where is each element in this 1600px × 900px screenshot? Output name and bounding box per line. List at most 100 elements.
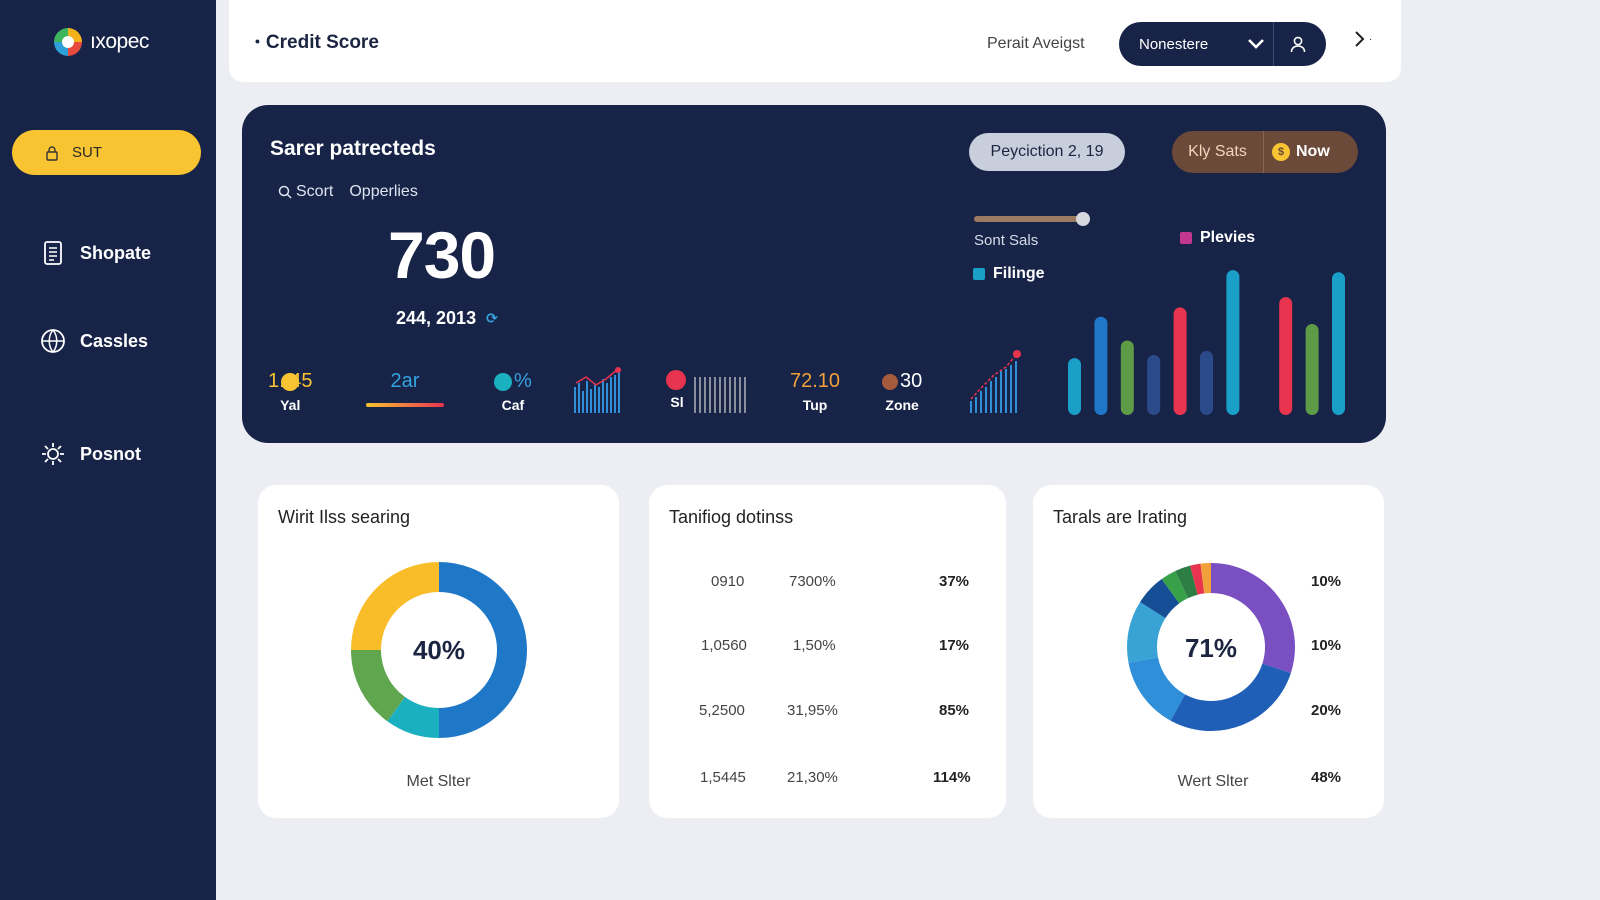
sidebar-item-posnot[interactable]: Posnot bbox=[40, 441, 141, 467]
donut-center-value: 40% bbox=[412, 635, 466, 665]
sidebar-item-cassles[interactable]: Cassles bbox=[40, 328, 148, 354]
donut-center-value: 71% bbox=[1184, 633, 1238, 663]
chevron-right-icon bbox=[1355, 31, 1365, 47]
red-indicator-icon bbox=[666, 370, 686, 390]
credit-score-value: 730 bbox=[388, 218, 496, 292]
kpi-label: Caf bbox=[501, 397, 525, 413]
coin-icon: $ bbox=[1272, 143, 1290, 161]
kpi-value: 72.10 bbox=[790, 370, 841, 392]
kpi-label: Sl bbox=[670, 394, 684, 410]
chevron-down-icon[interactable] bbox=[1239, 38, 1273, 50]
chart-bar bbox=[1279, 297, 1293, 415]
legend-swatch bbox=[973, 268, 985, 280]
now-button[interactable]: $ Now bbox=[1264, 143, 1330, 161]
primary-sidebar-button-label: SUT bbox=[72, 144, 102, 161]
table-cell: 1,50% bbox=[793, 637, 836, 654]
legend-swatch bbox=[1180, 232, 1192, 244]
percent-label: 10% bbox=[1311, 637, 1342, 654]
page-title: Credit Score bbox=[255, 32, 379, 54]
percent-label: 20% bbox=[1311, 702, 1342, 719]
card-title: Tanifiog dotinss bbox=[669, 507, 794, 527]
table-cell: 31,95% bbox=[787, 702, 838, 719]
now-label: Now bbox=[1296, 143, 1330, 160]
legend-label: Filinge bbox=[993, 265, 1045, 282]
kpi-caf[interactable]: % Caf bbox=[494, 370, 532, 413]
table-row[interactable]: 1,0560 1,50% 17% bbox=[649, 637, 1006, 657]
donut-slice bbox=[1161, 570, 1189, 604]
score-date: 244, 2013 ⟳ bbox=[396, 308, 498, 329]
top-bar: Credit Score Perait Aveigst Nonestere · bbox=[229, 0, 1401, 82]
hero-tabs: Scort Opperlies bbox=[278, 183, 418, 201]
table-row[interactable]: 1,5445 21,30% 114% bbox=[649, 769, 1006, 789]
app-logo[interactable]: ıxopec bbox=[54, 28, 149, 56]
more-button[interactable]: · bbox=[1353, 30, 1372, 48]
select-divider bbox=[1273, 22, 1274, 66]
hero-title: Sarer patrecteds bbox=[270, 137, 436, 160]
table-cell: 0910 bbox=[711, 573, 745, 590]
donut-slice bbox=[1175, 565, 1198, 599]
donut-slice bbox=[1170, 663, 1291, 731]
donut-slice bbox=[1210, 563, 1295, 673]
table-row[interactable]: 5,2500 31,95% 85% bbox=[649, 702, 1006, 722]
card-title: Tarals are Irating bbox=[1053, 507, 1188, 527]
card-title: Wirit Ilss searing bbox=[278, 507, 411, 527]
chart-bar bbox=[1068, 358, 1081, 415]
card-rating-donut: Tarals are Irating 71% Wert Slter 10% 10… bbox=[1033, 485, 1384, 818]
table-cell-percent: 85% bbox=[939, 702, 970, 719]
kpi-sl[interactable]: Sl bbox=[666, 370, 688, 410]
table-cell: 7300% bbox=[789, 573, 836, 590]
kpi-tup[interactable]: 72.10 Tup bbox=[790, 370, 840, 413]
chart-bar bbox=[1226, 270, 1240, 415]
table-cell-percent: 37% bbox=[939, 573, 970, 590]
kpi-value: % bbox=[514, 370, 532, 392]
account-select[interactable]: Nonestere bbox=[1119, 22, 1326, 66]
primary-sidebar-button[interactable]: SUT bbox=[12, 130, 201, 175]
tab-search[interactable]: Scort bbox=[278, 183, 333, 201]
donut-slice bbox=[351, 562, 440, 651]
percent-label: 48% bbox=[1311, 769, 1342, 786]
dot-icon: · bbox=[1369, 33, 1373, 45]
donut-chart bbox=[1127, 563, 1295, 731]
donut-slice bbox=[438, 562, 527, 738]
chart-bar bbox=[1252, 363, 1266, 415]
score-date-text: 244, 2013 bbox=[396, 308, 477, 328]
key-stats-toggle[interactable]: Kly Sats $ Now bbox=[1172, 131, 1358, 173]
sort-slider[interactable] bbox=[974, 216, 1086, 222]
teal-indicator-icon bbox=[494, 372, 512, 391]
table-cell: 1,0560 bbox=[701, 637, 747, 654]
donut-slice bbox=[387, 696, 440, 738]
donut-caption: Wert Slter bbox=[1177, 773, 1249, 790]
sidebar-item-label: Cassles bbox=[80, 330, 149, 351]
document-icon bbox=[44, 241, 62, 265]
kpi-label: Tup bbox=[802, 397, 828, 413]
kpi-zone[interactable]: 30 Zone bbox=[882, 370, 922, 413]
kpi-value: 30 bbox=[900, 370, 923, 392]
sparkline-blue bbox=[574, 367, 621, 413]
table-cell: 5,2500 bbox=[699, 702, 745, 719]
chart-bar bbox=[1332, 272, 1345, 415]
hero-bar-chart bbox=[1068, 270, 1345, 415]
donut-slice bbox=[1128, 656, 1186, 721]
donut-slice bbox=[351, 649, 406, 722]
sidebar-item-label: Shopate bbox=[80, 242, 152, 263]
card-score-donut: Wirit Ilss searing 40% Met Slter bbox=[258, 485, 619, 818]
slider-handle[interactable] bbox=[1075, 212, 1090, 226]
sidebar-item-shopate[interactable]: Shopate bbox=[40, 240, 151, 266]
user-icon[interactable] bbox=[1274, 35, 1322, 53]
key-stats-label[interactable]: Kly Sats bbox=[1172, 131, 1264, 173]
kpi-2ar[interactable]: 2ar bbox=[366, 370, 444, 407]
donut-caption: Met Slter bbox=[406, 773, 471, 790]
table-row[interactable]: 0910 7300% 37% bbox=[649, 573, 1006, 593]
refresh-icon[interactable]: ⟳ bbox=[486, 310, 498, 326]
chart-bar bbox=[1305, 323, 1319, 415]
legend-plevies: Plevies bbox=[1180, 229, 1255, 247]
card-data-table: Tanifiog dotinss 0910 7300% 37% 1,0560 1… bbox=[649, 485, 1006, 818]
chart-bar bbox=[1094, 316, 1108, 415]
tab-opperlies[interactable]: Opperlies bbox=[349, 183, 418, 200]
table-cell-percent: 114% bbox=[933, 769, 971, 786]
globe-icon bbox=[41, 329, 65, 353]
credit-score-hero: Sarer patrecteds Scort Opperlies 730 244… bbox=[242, 105, 1386, 443]
donut-slice bbox=[1200, 563, 1212, 594]
chart-bar bbox=[1120, 340, 1134, 415]
prediction-pill[interactable]: Peyciction 2, 19 bbox=[969, 133, 1125, 171]
